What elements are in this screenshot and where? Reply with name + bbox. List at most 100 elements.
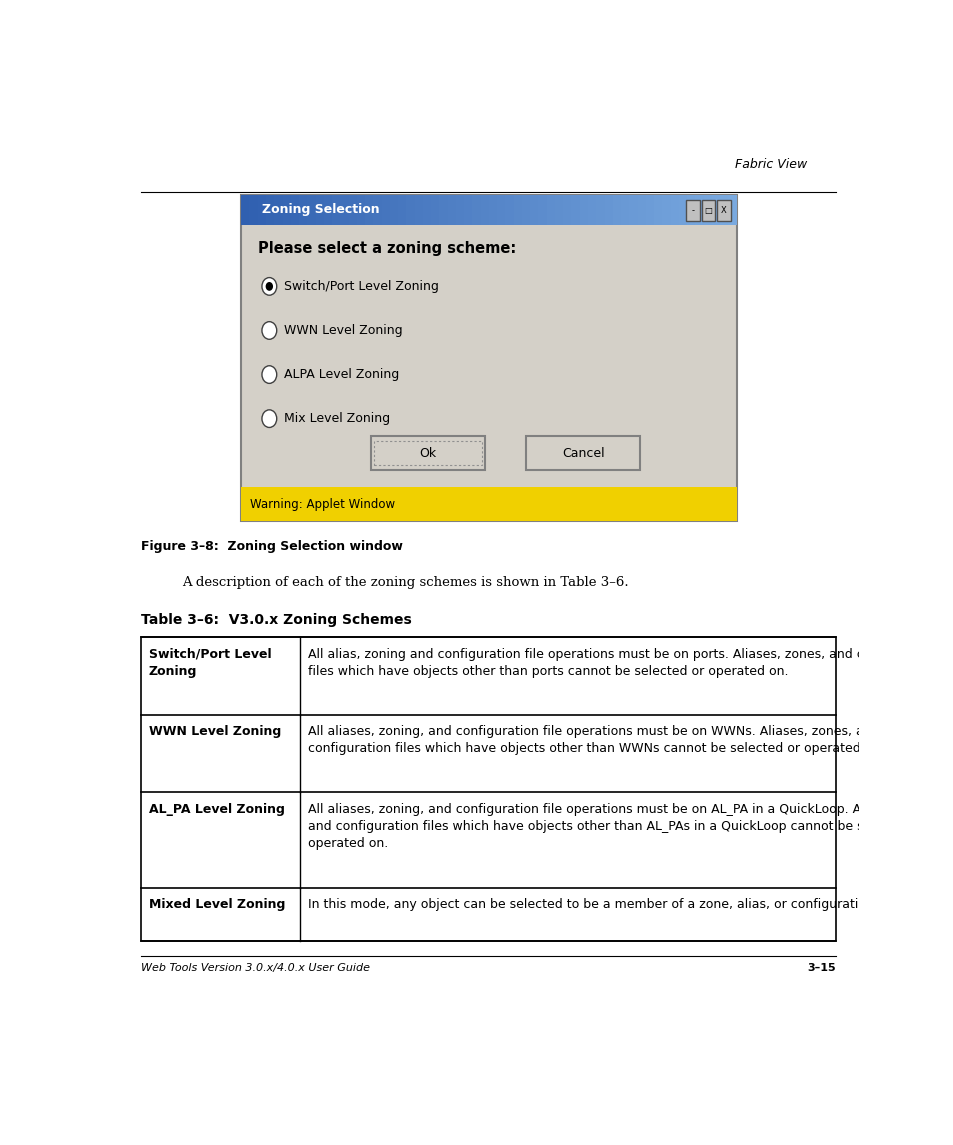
Bar: [406, 195, 415, 224]
Bar: [348, 195, 357, 224]
Bar: [282, 195, 292, 224]
Bar: [711, 195, 720, 224]
Bar: [241, 488, 736, 521]
Text: In this mode, any object can be selected to be a member of a zone, alias, or con: In this mode, any object can be selected…: [308, 899, 900, 911]
Text: Mixed Level Zoning: Mixed Level Zoning: [149, 899, 285, 911]
Bar: [370, 436, 485, 469]
Bar: [555, 195, 563, 224]
Text: X: X: [720, 206, 726, 215]
Bar: [695, 195, 703, 224]
Bar: [356, 195, 365, 224]
Bar: [291, 195, 299, 224]
Bar: [604, 195, 613, 224]
Text: All aliases, zoning, and configuration file operations must be on WWNs. Aliases,: All aliases, zoning, and configuration f…: [308, 726, 883, 756]
Bar: [274, 195, 283, 224]
Text: 3–15: 3–15: [807, 963, 836, 972]
Bar: [323, 195, 333, 224]
Bar: [241, 195, 736, 521]
Bar: [257, 195, 267, 224]
Bar: [661, 195, 671, 224]
Bar: [456, 195, 464, 224]
Text: Figure 3–8:  Zoning Selection window: Figure 3–8: Zoning Selection window: [141, 540, 403, 553]
Text: WWN Level Zoning: WWN Level Zoning: [284, 324, 402, 337]
Bar: [654, 195, 662, 224]
Bar: [525, 436, 639, 469]
Text: □: □: [704, 206, 712, 215]
Bar: [587, 195, 597, 224]
Bar: [497, 195, 506, 224]
Bar: [298, 195, 308, 224]
Bar: [390, 195, 398, 224]
Bar: [513, 195, 522, 224]
Bar: [374, 441, 481, 465]
Text: Table 3–6:  V3.0.x Zoning Schemes: Table 3–6: V3.0.x Zoning Schemes: [141, 613, 412, 626]
Bar: [546, 195, 556, 224]
Bar: [612, 195, 621, 224]
Text: Fabric View: Fabric View: [734, 158, 806, 171]
Circle shape: [265, 282, 273, 291]
Bar: [447, 195, 456, 224]
Text: Warning: Applet Window: Warning: Applet Window: [250, 498, 395, 511]
Bar: [521, 195, 531, 224]
Text: WWN Level Zoning: WWN Level Zoning: [149, 726, 281, 739]
Bar: [701, 200, 715, 221]
Circle shape: [262, 410, 276, 427]
Bar: [720, 195, 728, 224]
Text: Mix Level Zoning: Mix Level Zoning: [284, 412, 390, 425]
Bar: [670, 195, 679, 224]
Bar: [727, 195, 737, 224]
Text: Please select a zoning scheme:: Please select a zoning scheme:: [257, 240, 516, 255]
Bar: [397, 195, 407, 224]
Bar: [562, 195, 572, 224]
Circle shape: [262, 277, 276, 295]
Bar: [241, 195, 250, 224]
Text: Cancel: Cancel: [561, 447, 604, 459]
Text: Switch/Port Level Zoning: Switch/Port Level Zoning: [284, 279, 438, 293]
Bar: [464, 195, 473, 224]
Bar: [686, 195, 696, 224]
Bar: [571, 195, 579, 224]
Text: A description of each of the zoning schemes is shown in Table 3–6.: A description of each of the zoning sche…: [182, 576, 628, 589]
Bar: [250, 195, 258, 224]
Bar: [381, 195, 390, 224]
Bar: [645, 195, 654, 224]
Bar: [472, 195, 481, 224]
Text: ALPA Level Zoning: ALPA Level Zoning: [284, 368, 399, 381]
Bar: [141, 638, 836, 940]
Text: Switch/Port Level
Zoning: Switch/Port Level Zoning: [149, 648, 272, 678]
Bar: [717, 200, 730, 221]
Bar: [266, 195, 274, 224]
Bar: [332, 195, 341, 224]
Bar: [530, 195, 538, 224]
Bar: [431, 195, 439, 224]
Bar: [579, 195, 588, 224]
Bar: [373, 195, 382, 224]
Text: Zoning Selection: Zoning Selection: [262, 203, 379, 216]
Bar: [685, 200, 699, 221]
Circle shape: [262, 322, 276, 339]
Bar: [629, 195, 638, 224]
Text: All alias, zoning and configuration file operations must be on ports. Aliases, z: All alias, zoning and configuration file…: [308, 648, 939, 678]
Circle shape: [262, 365, 276, 384]
Bar: [415, 195, 423, 224]
Bar: [365, 195, 374, 224]
Bar: [703, 195, 712, 224]
Bar: [439, 195, 448, 224]
Bar: [679, 195, 687, 224]
Text: Ok: Ok: [419, 447, 436, 459]
Bar: [537, 195, 547, 224]
Bar: [315, 195, 324, 224]
Bar: [340, 195, 349, 224]
Bar: [488, 195, 497, 224]
Bar: [307, 195, 316, 224]
Bar: [596, 195, 604, 224]
Bar: [505, 195, 514, 224]
Text: -: -: [691, 206, 694, 215]
Text: Web Tools Version 3.0.x/4.0.x User Guide: Web Tools Version 3.0.x/4.0.x User Guide: [141, 963, 370, 972]
Bar: [422, 195, 432, 224]
Bar: [637, 195, 646, 224]
Text: AL_PA Level Zoning: AL_PA Level Zoning: [149, 803, 284, 816]
Bar: [620, 195, 629, 224]
Text: All aliases, zoning, and configuration file operations must be on AL_PA in a Qui: All aliases, zoning, and configuration f…: [308, 803, 943, 850]
Bar: [480, 195, 489, 224]
